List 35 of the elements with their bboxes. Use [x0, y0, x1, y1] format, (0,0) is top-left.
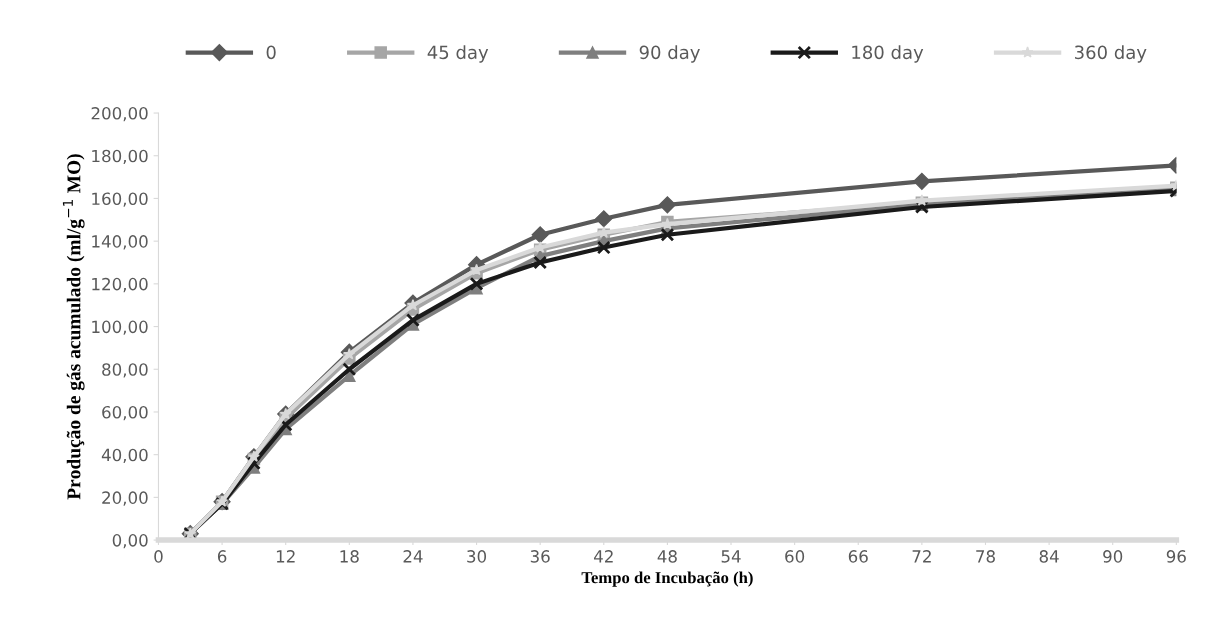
x-tick-label: 0 [154, 550, 163, 563]
y-tick-label: 140,00 [92, 235, 148, 250]
y-tick-label: 180,00 [92, 149, 148, 165]
x-tick-label: 60 [785, 550, 805, 563]
x-tick-label: 72 [912, 550, 931, 563]
x-tick-label: 96 [1166, 550, 1186, 563]
legend-label: 90 day [639, 45, 700, 63]
y-tick-label: 160,00 [92, 192, 148, 207]
x-tick-label: 6 [217, 550, 227, 563]
y-axis-title: Produção de gás acumulado (ml/g$^{−1}$ MO) [62, 154, 85, 500]
x-tick-label: 30 [467, 550, 487, 563]
y-tick-label: 80,00 [102, 363, 148, 378]
x-tick-label: 42 [594, 550, 613, 563]
legend-label: 180 day [852, 45, 924, 63]
y-tick-label: 40,00 [101, 448, 148, 463]
x-tick-label: 78 [976, 550, 995, 563]
y-tick-label: 100,00 [92, 320, 148, 335]
x-tick-label: 66 [848, 550, 868, 563]
x-tick-label: 84 [1039, 550, 1059, 563]
legend-label: 0 [266, 45, 276, 60]
x-tick-label: 18 [340, 550, 359, 563]
x-tick-label: 90 [1103, 550, 1123, 563]
y-tick-label: 0,00 [112, 534, 148, 549]
x-tick-label: 12 [276, 550, 295, 563]
x-tick-label: 24 [403, 550, 423, 563]
y-tick-label: 20,00 [102, 491, 148, 506]
y-tick-label: 60,00 [102, 405, 148, 421]
y-tick-label: 120,00 [92, 277, 148, 293]
x-tick-label: 48 [657, 550, 677, 563]
legend-label: 360 day [1074, 45, 1147, 63]
x-tick-label: 54 [721, 550, 741, 563]
x-axis-title: Tempo de Incubação (h) [581, 571, 753, 587]
legend-label: 45 day [427, 45, 489, 63]
y-tick-label: 200,00 [91, 107, 148, 122]
x-tick-label: 36 [530, 550, 550, 563]
